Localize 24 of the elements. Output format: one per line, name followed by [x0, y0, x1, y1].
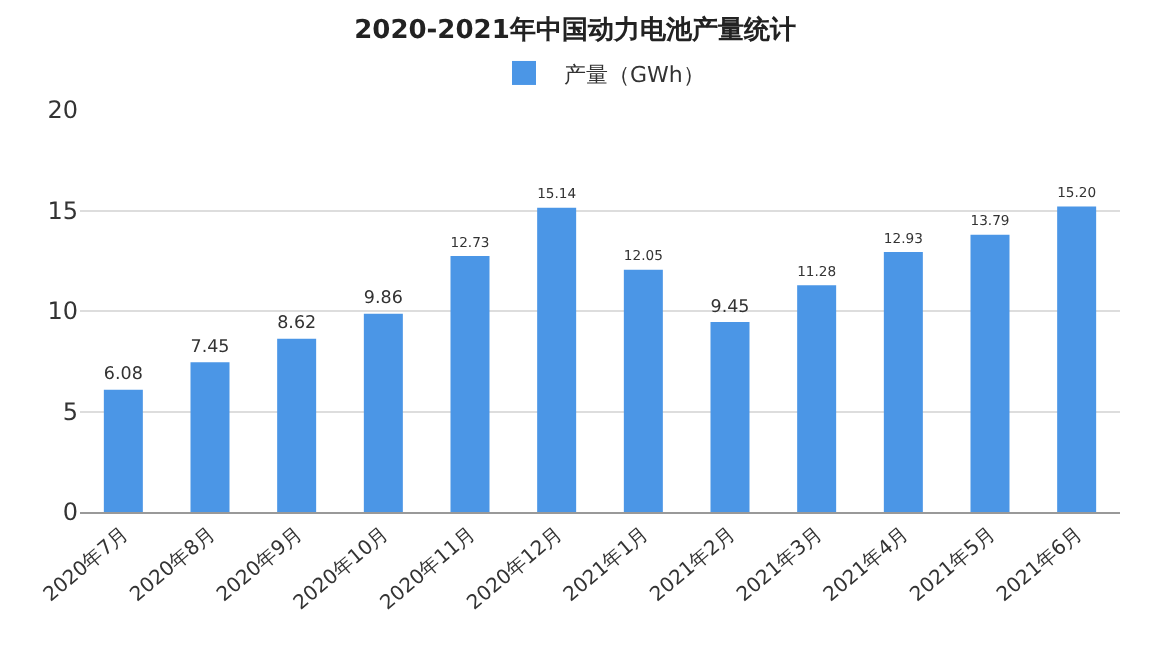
chart-title: 2020-2021年中国动力电池产量统计 [354, 13, 796, 46]
bar [363, 313, 403, 512]
legend-label: 产量（GWh） [564, 61, 705, 88]
bar [277, 338, 317, 512]
bar [537, 207, 577, 512]
bar [710, 322, 750, 512]
data-label: 9.45 [710, 297, 750, 318]
bar [883, 252, 923, 512]
data-label: 6.08 [103, 365, 143, 386]
bar [1057, 206, 1097, 512]
y-tick-label: 20 [47, 96, 78, 125]
bar [190, 362, 230, 512]
data-label: 9.86 [363, 289, 404, 310]
data-label: 8.62 [277, 314, 317, 335]
data-label: 7.45 [190, 337, 230, 358]
y-tick-label: 0 [62, 498, 78, 527]
bar [970, 234, 1010, 512]
bar [623, 269, 663, 512]
bar [450, 256, 490, 512]
y-tick-label: 10 [47, 297, 78, 326]
bar [797, 285, 837, 512]
y-tick-label: 5 [62, 397, 78, 426]
y-tick-label: 15 [47, 196, 78, 225]
bar [103, 389, 143, 512]
